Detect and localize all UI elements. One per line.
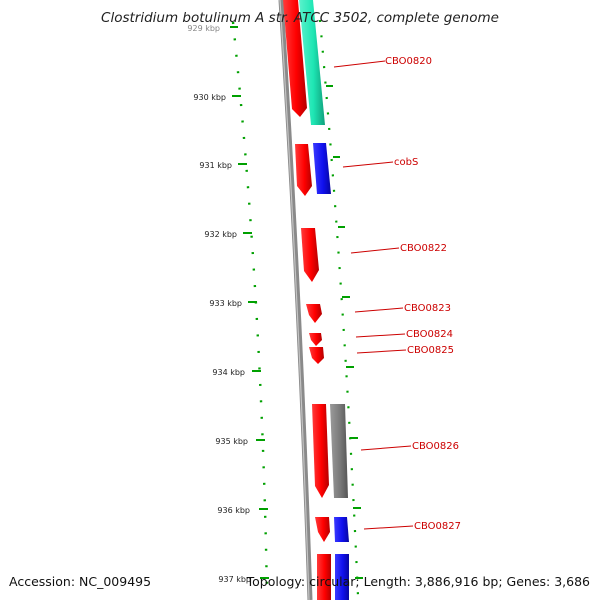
gene-label-CBO0825[interactable]: CBO0825 <box>407 345 454 356</box>
kbp-tick-label-936: 936 kbp <box>217 506 250 515</box>
cog-bar-CBO0827 <box>334 517 349 542</box>
gene-label-cobS[interactable]: cobS <box>394 157 418 168</box>
gene-arrow-CBO0820[interactable] <box>283 0 307 117</box>
gene-arrow-CBO0825[interactable] <box>309 347 324 364</box>
gene-label-CBO0823[interactable]: CBO0823 <box>404 303 451 314</box>
gene-label-CBO0820[interactable]: CBO0820 <box>385 56 432 67</box>
cog-bar-CBO0820 <box>299 0 325 125</box>
gene-label-CBO0824[interactable]: CBO0824 <box>406 329 453 340</box>
gene-arrow-next[interactable] <box>317 554 331 600</box>
gene-arrow-CBO0822[interactable] <box>301 228 319 282</box>
gene-label-CBO0827[interactable]: CBO0827 <box>414 521 461 532</box>
kbp-tick-label-930: 930 kbp <box>193 93 226 102</box>
gene-arrow-CBO0826[interactable] <box>312 404 329 498</box>
kbp-tick-label-934: 934 kbp <box>212 368 245 377</box>
gene-labels: CBO0820 cobS CBO0822 CBO0823 CBO0824 CBO… <box>385 56 461 532</box>
gene-label-CBO0826[interactable]: CBO0826 <box>412 441 459 452</box>
gene-label-CBO0822[interactable]: CBO0822 <box>400 243 447 254</box>
gene-arrow-CBO0827[interactable] <box>315 517 330 542</box>
gene-label-leaders <box>333 60 414 530</box>
inner-tick-ring <box>318 19 360 597</box>
kbp-tick-label-937: 937 kbp <box>218 575 251 584</box>
cog-bar-next <box>335 554 349 600</box>
kbp-tick-label-935: 935 kbp <box>215 437 248 446</box>
cog-bar-CBO0826 <box>330 404 348 498</box>
kbp-tick-label-933: 933 kbp <box>209 299 242 308</box>
kbp-tick-label-931: 931 kbp <box>199 161 232 170</box>
genome-backbone <box>278 0 313 600</box>
kbp-ticks: 929 kbp 930 kbp 931 kbp 932 kbp 933 kbp … <box>187 24 269 584</box>
kbp-tick-label-932: 932 kbp <box>204 230 237 239</box>
genome-stats-text: Topology: circular; Length: 3,886,916 bp… <box>246 574 590 589</box>
cog-category-ring <box>299 0 349 600</box>
gene-arrow-CBO0823[interactable] <box>306 304 322 323</box>
kbp-tick-label-929: 929 kbp <box>187 24 220 33</box>
forward-strand-genes <box>283 0 331 600</box>
accession-text: Accession: NC_009495 <box>9 574 152 589</box>
genome-backbone-highlight <box>279 0 310 600</box>
map-title: Clostridium botulinum A str. ATCC 3502, … <box>101 10 499 26</box>
cog-bar-cobS <box>313 143 331 194</box>
gene-arrow-CBO0824[interactable] <box>309 333 322 346</box>
inner-ring-ticks <box>326 85 363 579</box>
gene-arrow-cobS[interactable] <box>295 144 312 196</box>
